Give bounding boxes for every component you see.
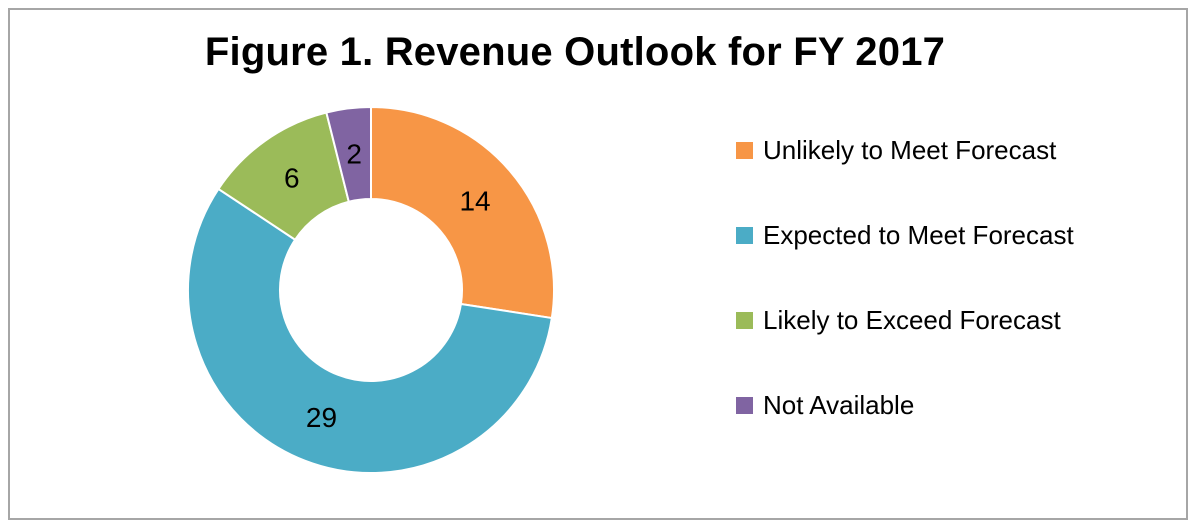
- legend-item: Unlikely to Meet Forecast: [736, 128, 1074, 172]
- data-label-unlikely: 14: [459, 185, 490, 216]
- legend-item: Not Available: [736, 383, 1074, 427]
- legend-swatch-expected: [736, 226, 753, 244]
- chart-title: Figure 1. Revenue Outlook for FY 2017: [204, 30, 946, 74]
- legend: Unlikely to Meet Forecast Expected to Me…: [736, 128, 1074, 468]
- legend-swatch-unlikely: [736, 141, 753, 159]
- legend-item: Expected to Meet Forecast: [736, 213, 1074, 257]
- donut-slice-unlikely: [370, 105, 555, 320]
- legend-swatch-exceed: [736, 311, 753, 329]
- legend-item: Likely to Exceed Forecast: [736, 298, 1074, 342]
- legend-label: Unlikely to Meet Forecast: [763, 134, 1057, 165]
- donut-slice-expected: [187, 187, 553, 475]
- data-label-not-available: 2: [346, 139, 362, 170]
- legend-swatch-not-available: [736, 396, 753, 414]
- donut-slice-not-available: [325, 105, 372, 203]
- legend-label: Not Available: [763, 389, 915, 420]
- data-label-expected: 29: [306, 402, 337, 433]
- data-label-exceed: 6: [284, 163, 300, 194]
- legend-label: Likely to Exceed Forecast: [763, 304, 1061, 335]
- legend-label: Expected to Meet Forecast: [763, 219, 1074, 250]
